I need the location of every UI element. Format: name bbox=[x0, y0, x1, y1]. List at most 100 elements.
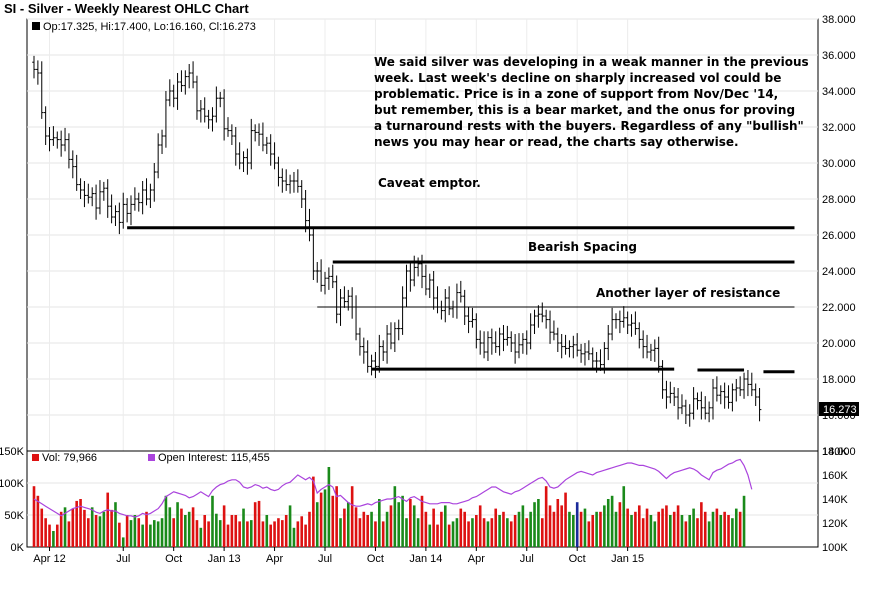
commentary-line: news you may hear or read, the charts sa… bbox=[374, 135, 739, 149]
volume-bar bbox=[176, 502, 179, 547]
ohlc-bar bbox=[296, 169, 300, 193]
volume-bar bbox=[308, 511, 311, 547]
open-interest-tick-label: 120K bbox=[822, 518, 848, 530]
ohlc-bar bbox=[738, 376, 742, 397]
volume-bar bbox=[440, 511, 443, 547]
ohlc-bar bbox=[136, 192, 141, 212]
volume-bar bbox=[548, 505, 552, 547]
volume-bar bbox=[350, 486, 354, 547]
volume-bar bbox=[323, 489, 327, 547]
volume-bar bbox=[451, 521, 455, 547]
volume-bar bbox=[102, 511, 106, 547]
volume-bar bbox=[568, 511, 571, 547]
ohlc-bar bbox=[497, 327, 502, 356]
volume-bar bbox=[215, 513, 218, 547]
ohlc-bar bbox=[156, 133, 160, 179]
ohlc-bar bbox=[637, 322, 642, 349]
ohlc-bar bbox=[125, 198, 129, 223]
ohlc-bar bbox=[493, 331, 498, 353]
price-tick-label: 22.000 bbox=[822, 302, 856, 314]
volume-bar bbox=[389, 505, 393, 547]
ohlc-bar bbox=[315, 262, 320, 283]
ohlc-bar bbox=[501, 325, 506, 352]
volume-bar bbox=[738, 511, 742, 547]
volume-bar bbox=[459, 508, 463, 547]
ohlc-bar bbox=[505, 325, 510, 346]
volume-tick-label: 150K bbox=[0, 446, 25, 458]
volume-bar bbox=[556, 499, 560, 547]
time-tick-label: Jul bbox=[318, 553, 332, 565]
ohlc-bar bbox=[753, 383, 758, 406]
volume-bar bbox=[498, 515, 501, 547]
volume-bar bbox=[83, 509, 86, 547]
volume-bar bbox=[634, 511, 637, 547]
ohlc-bar bbox=[420, 254, 424, 289]
volume-bar bbox=[44, 518, 47, 547]
volume-bar bbox=[688, 515, 692, 547]
volume-bar bbox=[645, 508, 649, 547]
open-interest-axis: 100K 120K 140K 160K 180K bbox=[822, 446, 848, 554]
volume-bar bbox=[610, 495, 614, 547]
volume-bar bbox=[544, 486, 548, 547]
volume-bar bbox=[420, 495, 424, 547]
time-tick-label: Jul bbox=[116, 553, 130, 565]
ohlc-bar bbox=[381, 340, 385, 361]
ohlc-legend: Op:17.325, Hi:17.400, Lo:16.160, Cl:16.2… bbox=[43, 21, 256, 33]
ohlc-bar bbox=[214, 86, 219, 123]
volume-bar bbox=[249, 520, 253, 547]
ohlc-bar bbox=[179, 70, 184, 92]
volume-bar bbox=[246, 521, 249, 547]
volume-bar bbox=[428, 524, 432, 547]
ohlc-bar bbox=[195, 75, 199, 120]
volume-bar bbox=[552, 511, 556, 547]
bearish-spacing-label: Bearish Spacing bbox=[528, 240, 637, 254]
volume-bar bbox=[242, 508, 245, 547]
ohlc-bar bbox=[393, 322, 397, 352]
ohlc-bar bbox=[656, 336, 661, 373]
ohlc-bar bbox=[633, 311, 638, 335]
ohlc-bar bbox=[722, 382, 727, 409]
ohlc-legend-swatch bbox=[32, 22, 40, 30]
ohlc-bar bbox=[470, 307, 475, 328]
volume-bar bbox=[703, 511, 707, 547]
time-tick-label: Jan 14 bbox=[409, 553, 442, 565]
volume-bars bbox=[32, 467, 746, 547]
ohlc-bar bbox=[676, 388, 680, 420]
price-tick-label: 24.000 bbox=[822, 266, 856, 278]
volume-bar bbox=[160, 518, 164, 547]
volume-bar bbox=[343, 508, 346, 547]
ohlc-bar bbox=[218, 91, 223, 108]
volume-bar bbox=[110, 509, 113, 547]
ohlc-bar bbox=[408, 262, 413, 292]
volume-bar bbox=[385, 511, 389, 547]
ohlc-bar bbox=[583, 343, 587, 366]
ohlc-bar bbox=[222, 89, 226, 141]
ohlc-bar bbox=[249, 118, 254, 170]
volume-bar bbox=[478, 505, 482, 547]
volume-bar bbox=[513, 515, 517, 547]
ohlc-bar bbox=[140, 181, 145, 215]
ohlc-bar bbox=[563, 334, 568, 355]
vol-legend: Vol: 79,966 bbox=[42, 452, 97, 464]
volume-bar bbox=[354, 507, 358, 547]
volume-bar bbox=[199, 527, 203, 547]
ohlc-bar bbox=[342, 286, 347, 308]
ohlc-bar bbox=[175, 73, 180, 110]
volume-bar bbox=[653, 521, 657, 547]
volume-bar bbox=[707, 521, 711, 547]
volume-bar bbox=[98, 516, 102, 547]
volume-tick-label: 100K bbox=[0, 478, 25, 490]
open-interest-tick-label: 140K bbox=[822, 494, 848, 506]
time-tick-label: Jan 15 bbox=[611, 553, 644, 565]
ohlc-bar bbox=[548, 310, 552, 344]
ohlc-bar bbox=[358, 327, 362, 356]
ohlc-bar bbox=[424, 264, 428, 296]
time-tick-label: Apr bbox=[266, 553, 283, 565]
price-tick-label: 14.000 bbox=[822, 446, 856, 458]
volume-bar bbox=[156, 521, 160, 547]
volume-bar bbox=[517, 511, 521, 547]
volume-bar bbox=[141, 524, 144, 547]
ohlc-bar bbox=[365, 340, 370, 373]
ohlc-bar bbox=[113, 205, 118, 226]
ohlc-bar bbox=[579, 343, 583, 363]
